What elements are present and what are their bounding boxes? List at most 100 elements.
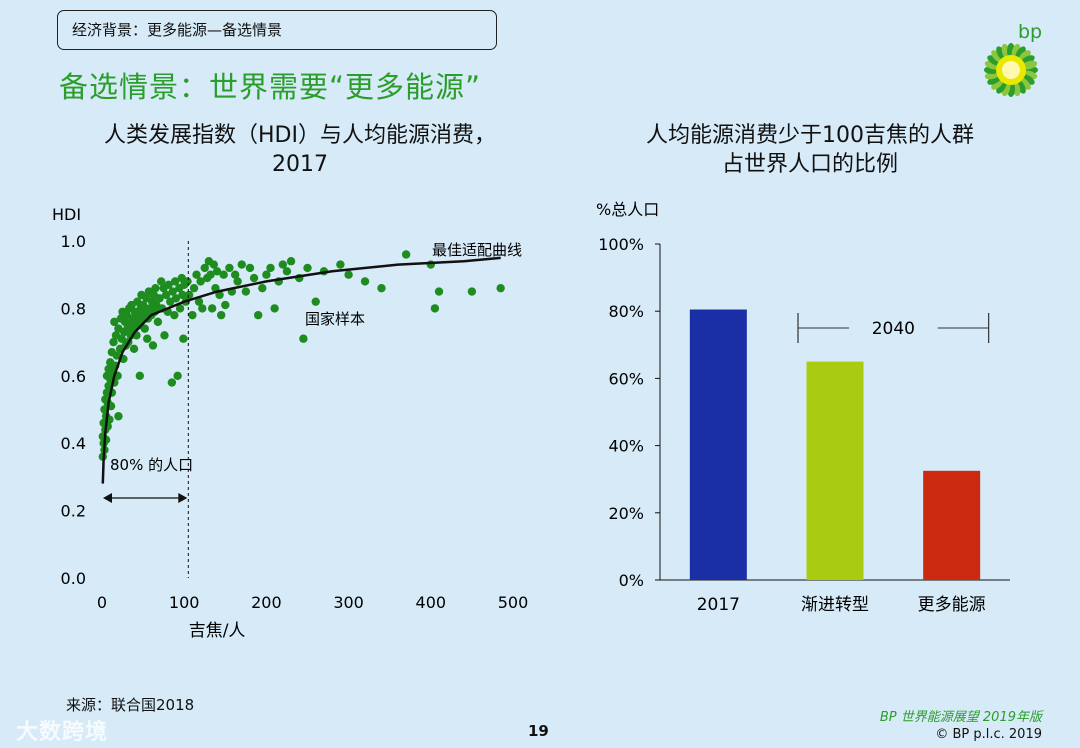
x-tick-label: 400: [416, 593, 447, 612]
bar-2: [923, 470, 981, 580]
scatter-point: [138, 300, 148, 310]
sample-label: 国家样本: [305, 310, 365, 328]
scatter-point: [167, 378, 177, 387]
scatter-point: [171, 294, 181, 303]
scatter-point: [151, 283, 160, 293]
scatter-point: [278, 260, 288, 269]
population-arrow-head-right: [178, 493, 188, 503]
scatter-point: [401, 250, 411, 259]
scatter-point: [245, 263, 255, 273]
scatter-point: [161, 290, 171, 300]
y-tick-label: 1.0: [61, 232, 86, 251]
scatter-point: [233, 277, 242, 286]
bar-title-line-2: 占世界人口的比例: [721, 152, 898, 177]
scatter-point: [207, 304, 217, 313]
category-label: 渐进转型: [801, 595, 869, 615]
scatter-point: [467, 287, 477, 296]
x-tick-label: 0: [97, 593, 107, 612]
y-tick-label: 0.8: [61, 299, 86, 318]
population-label: 80% 的人口: [110, 456, 193, 474]
y-tick-label: 20%: [608, 504, 644, 523]
brand-label: BP 世界能源展望 2019年版: [879, 710, 1042, 725]
scatter-point: [143, 334, 152, 343]
scatter-point: [206, 270, 215, 279]
scatter-point: [164, 280, 173, 290]
scatter-point: [360, 277, 370, 286]
y-tick-label: 0.6: [61, 367, 86, 386]
scatter-point: [212, 267, 222, 276]
scatter-point: [266, 263, 275, 273]
scatter-point: [168, 287, 177, 296]
bar-0: [689, 309, 747, 580]
scatter-point: [155, 294, 164, 303]
scatter-point: [344, 270, 353, 279]
x-tick-label: 500: [498, 593, 529, 612]
scatter-point: [135, 371, 145, 380]
copyright: © BP p.l.c. 2019: [935, 727, 1042, 742]
y-tick-label: 0%: [619, 571, 644, 590]
y-axis-label: %总人口: [596, 200, 659, 219]
scatter-point: [153, 317, 163, 327]
scatter-point: [175, 304, 185, 313]
scatter-point: [216, 310, 226, 320]
scatter-point: [140, 324, 149, 333]
bar-chart-title: 人均能源消费少于100吉焦的人群 占世界人口的比例: [590, 121, 1030, 179]
scatter-point: [282, 267, 292, 276]
scatter-point: [183, 277, 192, 286]
scatter-point: [173, 371, 182, 380]
y-tick-label: 80%: [608, 302, 644, 321]
scatter-point: [230, 270, 240, 279]
bar-1: [806, 361, 864, 580]
scatter-point: [215, 290, 224, 300]
scatter-point: [184, 290, 194, 300]
scatter-point: [170, 277, 180, 286]
scatter-title-line-1: 人类发展指数（HDI）与人均能源消费，: [104, 123, 496, 148]
scatter-point: [209, 260, 218, 269]
scatter-point: [225, 263, 234, 273]
page-number: 19: [528, 722, 549, 740]
scatter-point: [194, 297, 204, 306]
scatter-point: [200, 263, 209, 273]
x-tick-label: 300: [333, 593, 364, 612]
source-note: 来源：联合国2018: [66, 696, 195, 714]
scatter-point: [192, 270, 201, 279]
x-tick-label: 200: [251, 593, 282, 612]
y-tick-label: 0.4: [61, 434, 86, 453]
population-arrow-head-left: [103, 493, 112, 503]
fit-curve-label: 最佳适配曲线: [432, 241, 522, 259]
bracket-label: 2040: [872, 319, 915, 339]
scatter-point: [249, 273, 259, 283]
y-tick-label: 60%: [608, 369, 644, 388]
scatter-title-line-2: 2017: [272, 152, 328, 177]
scatter-point: [114, 412, 123, 421]
scatter-point: [270, 304, 279, 313]
scatter-point: [178, 290, 187, 300]
page-title: 备选情景：世界需要“更多能源”: [59, 70, 482, 104]
scatter-point: [336, 260, 345, 269]
bar-title-line-1: 人均能源消费少于100吉焦的人群: [646, 123, 974, 148]
scatter-point: [156, 277, 166, 286]
scatter-point: [299, 334, 308, 343]
scatter-point: [241, 287, 251, 296]
scatter-point: [253, 310, 263, 320]
category-label: 更多能源: [918, 595, 986, 615]
scatter-point: [112, 351, 121, 360]
bp-logo-text: bp: [1018, 21, 1042, 43]
y-tick-label: 0.2: [61, 502, 86, 521]
scatter-point: [430, 304, 440, 313]
scatter-point: [109, 337, 118, 347]
scatter-point: [188, 310, 197, 320]
x-axis-label: 吉焦/人: [189, 621, 246, 641]
x-tick-label: 100: [169, 593, 200, 612]
scatter-point: [262, 270, 271, 279]
scatter-point: [170, 310, 179, 320]
bp-logo: bp: [984, 21, 1042, 97]
scatter-point: [179, 334, 188, 343]
scatter-point: [160, 331, 169, 340]
y-tick-label: 0.0: [61, 569, 86, 588]
y-axis-label: HDI: [52, 205, 81, 224]
scatter-point: [219, 270, 228, 279]
scatter-point: [129, 344, 139, 354]
